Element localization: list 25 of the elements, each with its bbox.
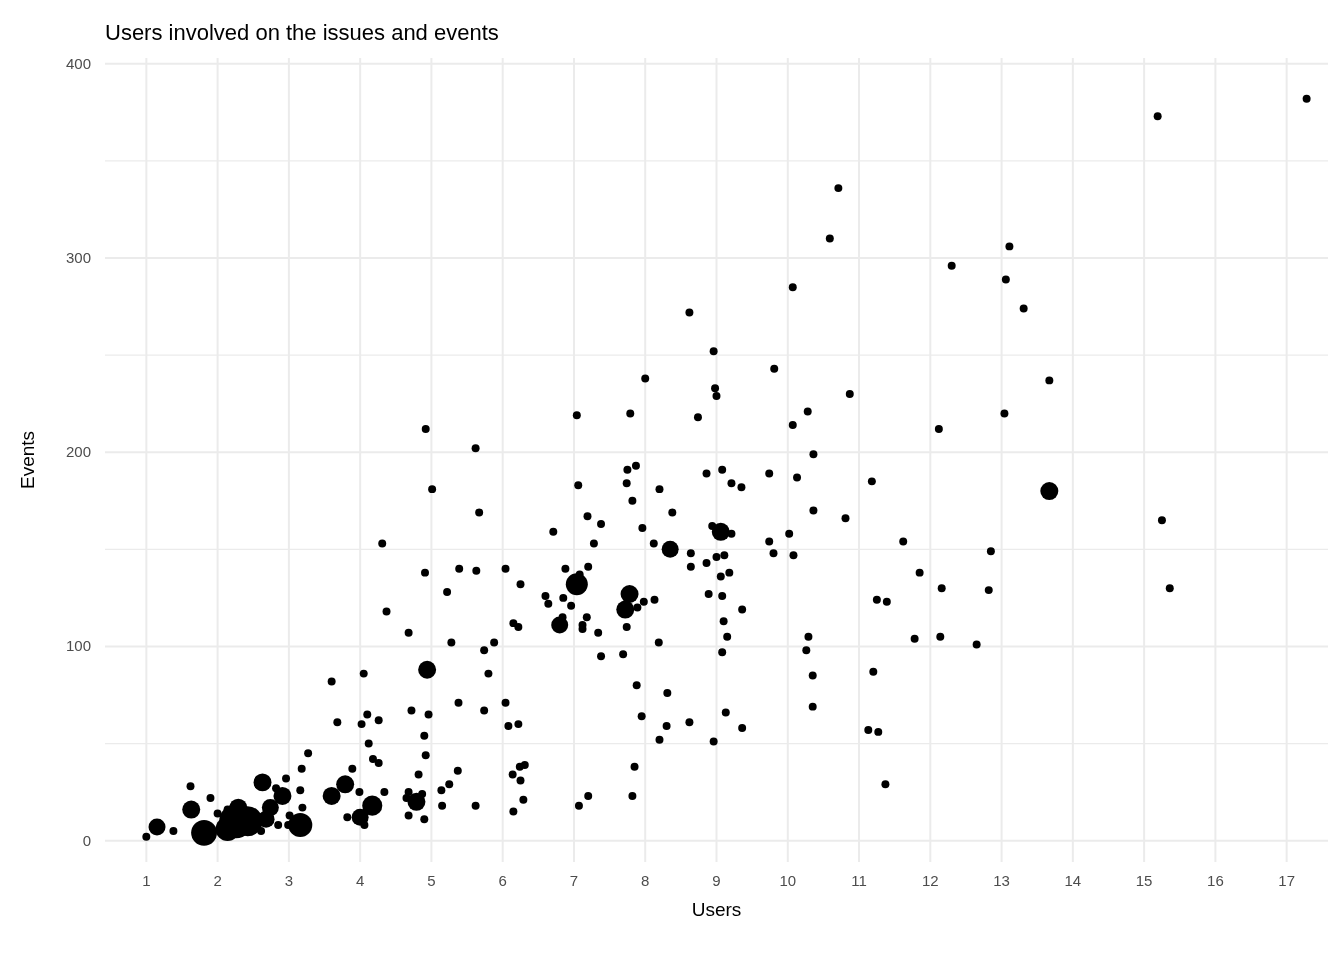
x-tick-label: 10 [779, 872, 797, 889]
y-tick-label: 300 [65, 249, 91, 267]
y-tick-label: 0 [82, 831, 91, 849]
x-tick-label: 17 [1278, 872, 1296, 889]
x-axis-title: Users [691, 899, 742, 920]
x-tick-label: 14 [1064, 872, 1082, 889]
x-tick-label: 16 [1207, 872, 1224, 889]
x-tick-label: 1 [142, 872, 151, 889]
x-tick-label: 8 [641, 872, 650, 889]
chart-title: Users involved on the issues and events [105, 20, 499, 45]
x-tick-label: 13 [993, 872, 1010, 889]
x-tick-label: 2 [213, 872, 222, 889]
x-tick-label: 11 [851, 872, 867, 889]
x-tick-label: 9 [712, 872, 721, 889]
y-tick-label: 400 [65, 54, 91, 72]
y-axis-title: Events [17, 430, 38, 490]
x-tick-label: 5 [427, 872, 436, 889]
x-tick-label: 4 [355, 872, 365, 889]
x-tick-label: 15 [1135, 872, 1153, 889]
x-tick-label: 3 [284, 872, 294, 889]
x-tick-label: 7 [569, 872, 579, 889]
x-tick-label: 12 [921, 872, 939, 889]
y-tick-label: 200 [65, 443, 91, 461]
y-tick-label: 100 [65, 637, 91, 655]
x-tick-label: 6 [498, 872, 507, 889]
